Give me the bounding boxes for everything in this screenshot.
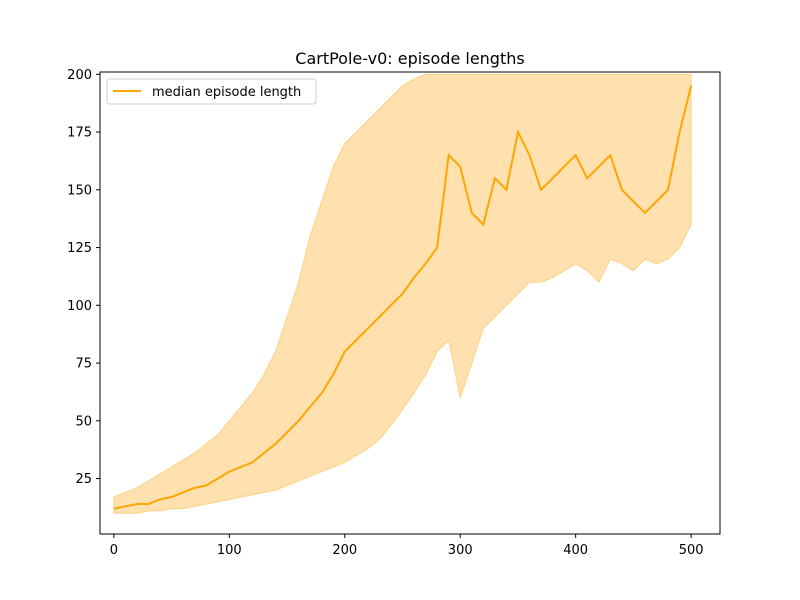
- x-axis: 0 100 200 300 400 500: [110, 534, 704, 558]
- y-axis: 25 50 75 100 125 150 175 200: [67, 68, 100, 487]
- y-tick-label: 125: [67, 241, 92, 256]
- x-tick-label: 300: [448, 543, 473, 558]
- y-tick-label: 25: [75, 472, 92, 487]
- y-tick-label: 200: [67, 68, 92, 83]
- x-tick-label: 200: [332, 543, 357, 558]
- x-tick-label: 100: [217, 543, 242, 558]
- y-tick-label: 50: [75, 414, 92, 429]
- y-tick-label: 150: [67, 183, 92, 198]
- x-tick-label: 0: [110, 543, 118, 558]
- legend: median episode length: [106, 78, 317, 105]
- plot-area: [113, 73, 693, 514]
- x-tick-label: 400: [563, 543, 588, 558]
- median-line: [113, 85, 693, 510]
- y-tick-label: 175: [67, 126, 92, 141]
- chart-title: CartPole-v0: episode lengths: [295, 49, 524, 68]
- x-tick-label: 500: [679, 543, 704, 558]
- axes-frame: [99, 71, 721, 535]
- y-tick-label: 100: [67, 299, 92, 314]
- legend-box: [106, 78, 317, 105]
- y-tick-label: 75: [75, 357, 92, 372]
- legend-entry-label: median episode length: [152, 85, 301, 100]
